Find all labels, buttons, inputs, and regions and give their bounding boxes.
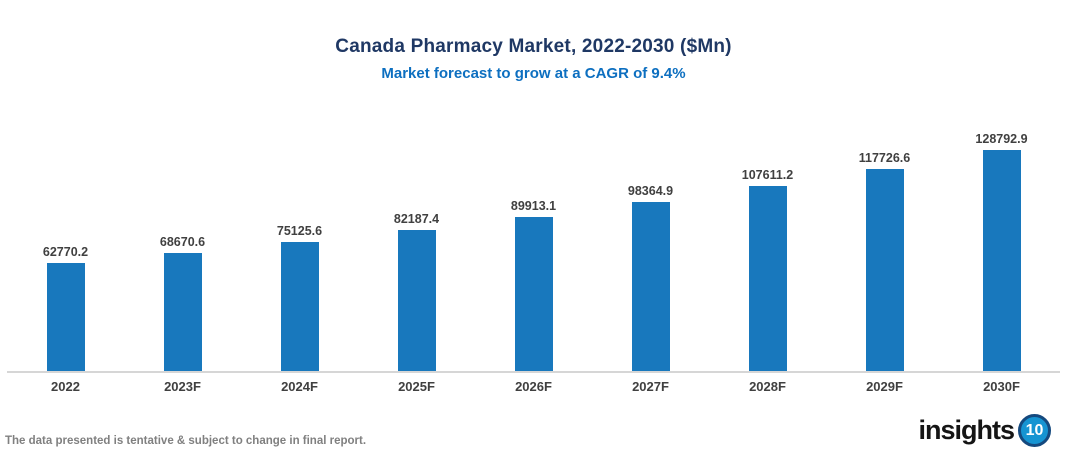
bar-plot-area: 62770.2 68670.6 75125.6 82187.4 89913.1 98364… xyxy=(7,120,1060,373)
x-tick-label: 2030F xyxy=(983,379,1020,394)
bar-column: 117726.6 xyxy=(826,120,943,371)
chart-title: Canada Pharmacy Market, 2022-2030 ($Mn) xyxy=(335,36,732,57)
x-tick-label: 2024F xyxy=(281,379,318,394)
bar-value-label: 89913.1 xyxy=(510,199,557,213)
bar xyxy=(397,230,436,371)
x-tick-label: 2027F xyxy=(632,379,669,394)
bar xyxy=(865,169,904,371)
bar-column: 82187.4 xyxy=(358,120,475,371)
bar xyxy=(163,253,202,371)
bar xyxy=(982,150,1021,371)
bar-column: 107611.2 xyxy=(709,120,826,371)
chart-subtitle: Market forecast to grow at a CAGR of 9.4… xyxy=(381,65,686,82)
bar-value-label: 62770.2 xyxy=(42,245,89,259)
logo-wordmark: insights xyxy=(918,415,1015,445)
bar-value-label: 75125.6 xyxy=(276,224,323,238)
x-tick-label: 2025F xyxy=(398,379,435,394)
insights10-logo: insights 10 xyxy=(918,414,1051,447)
bar xyxy=(514,217,553,371)
bar-value-label: 98364.9 xyxy=(627,184,674,198)
bar-column: 62770.2 xyxy=(7,120,124,371)
bar xyxy=(280,242,319,371)
bar-column: 128792.9 xyxy=(943,120,1060,371)
logo-badge-10: 10 xyxy=(1018,414,1051,447)
bar xyxy=(748,186,787,371)
bar-column: 68670.6 xyxy=(124,120,241,371)
bar-column: 75125.6 xyxy=(241,120,358,371)
disclaimer-text: The data presented is tentative & subjec… xyxy=(5,435,367,447)
x-axis-labels: 2022 2023F 2024F 2025F 2026F 2027F 2028F 2029F 2… xyxy=(7,379,1060,394)
x-tick-label: 2026F xyxy=(515,379,552,394)
bar-value-label: 117726.6 xyxy=(858,151,911,165)
bar-value-label: 107611.2 xyxy=(741,168,794,182)
bar xyxy=(631,202,670,371)
bar-value-label: 68670.6 xyxy=(159,235,206,249)
bar-column: 89913.1 xyxy=(475,120,592,371)
bar xyxy=(46,263,85,371)
bar-value-label: 128792.9 xyxy=(975,132,1028,146)
bar-value-label: 82187.4 xyxy=(393,212,440,226)
x-tick-label: 2028F xyxy=(749,379,786,394)
x-tick-label: 2029F xyxy=(866,379,903,394)
x-tick-label: 2022 xyxy=(51,379,80,394)
x-tick-label: 2023F xyxy=(164,379,201,394)
bar-column: 98364.9 xyxy=(592,120,709,371)
